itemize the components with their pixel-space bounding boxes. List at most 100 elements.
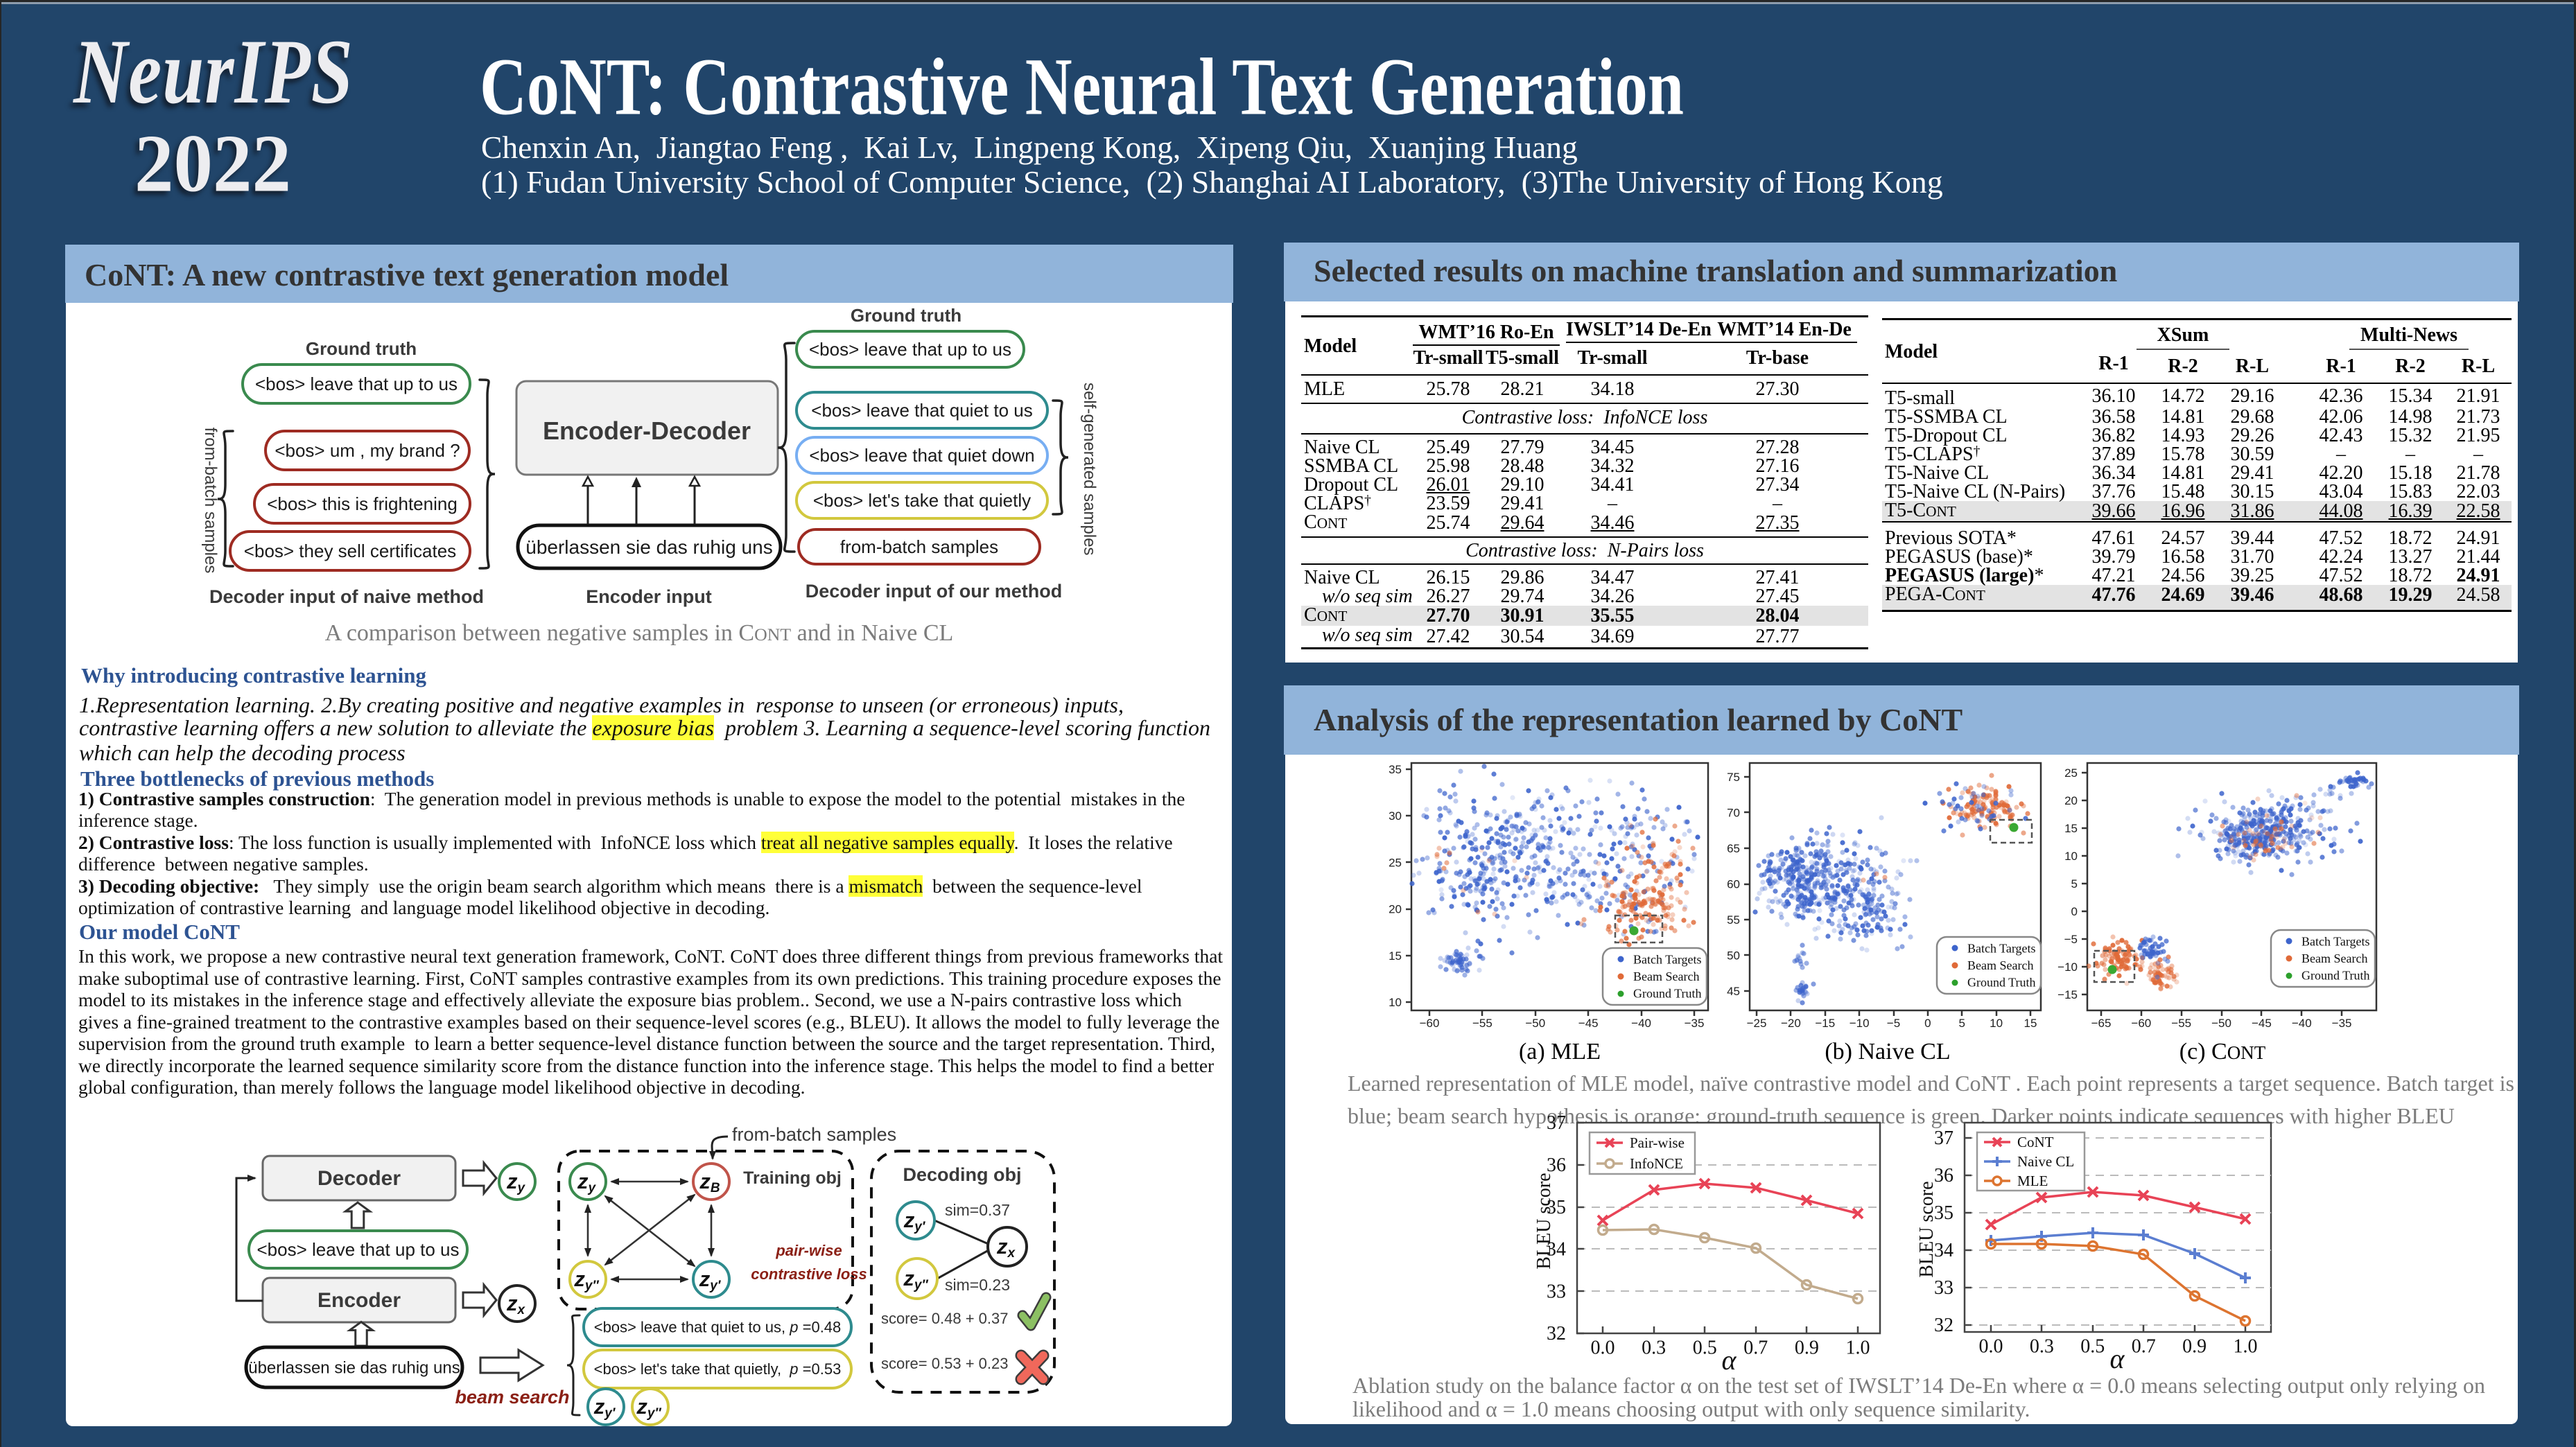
svg-text:33: 33 [1547,1281,1566,1302]
svg-text:−10: −10 [2057,961,2078,974]
svg-text:Encoder: Encoder [317,1289,401,1312]
svg-text:(b) Naive CL: (b) Naive CL [1825,1039,1950,1064]
svg-text:32: 32 [1934,1315,1953,1336]
svg-text:from-batch samples: from-batch samples [732,1124,896,1145]
svg-text:überlassen sie das ruhig uns: überlassen sie das ruhig uns [248,1358,460,1377]
svg-text:5: 5 [1959,1017,1965,1030]
svg-text:sim=0.23: sim=0.23 [945,1276,1010,1294]
svg-text:−15: −15 [1815,1017,1835,1030]
svg-text:Pair-wise: Pair-wise [1630,1134,1685,1151]
svg-text:−5: −5 [2064,933,2078,946]
svg-text:Decoder input of naive method: Decoder input of naive method [209,586,484,607]
svg-text:<bos> um , my brand ?: <bos> um , my brand ? [275,440,460,461]
svg-text:0.3: 0.3 [1642,1337,1666,1358]
svg-text:<bos> this is frightening: <bos> this is frightening [267,493,458,514]
svg-text:<bos> let's take that quietly: <bos> let's take that quietly [813,490,1031,511]
svg-text:(a) MLE: (a) MLE [1519,1039,1601,1064]
svg-text:37: 37 [1934,1128,1953,1149]
svg-text:überlassen sie das ruhig uns: überlassen sie das ruhig uns [525,536,772,558]
svg-text:<bos> leave that quiet to us,: <bos> leave that quiet to us, p =0.48 [594,1319,842,1336]
svg-text:0.5: 0.5 [2080,1335,2105,1357]
svg-text:−20: −20 [1781,1017,1801,1030]
svg-text:15: 15 [2024,1017,2037,1030]
svg-text:0: 0 [2071,905,2078,918]
svg-text:−10: −10 [1850,1017,1870,1030]
svg-text:−35: −35 [2332,1017,2352,1030]
svg-text:20: 20 [2064,794,2078,807]
svg-text:30: 30 [1389,809,1402,823]
svg-text:−55: −55 [1472,1017,1492,1030]
svg-text:36: 36 [1934,1165,1953,1186]
svg-text:Beam Search: Beam Search [2301,951,2367,965]
svg-text:<bos> leave that quiet to us: <bos> leave that quiet to us [811,400,1032,421]
svg-text:score= 0.53 + 0.23: score= 0.53 + 0.23 [881,1355,1008,1372]
svg-text:α: α [2110,1343,2125,1374]
svg-text:−50: −50 [2211,1017,2231,1030]
svg-text:Beam Search: Beam Search [1633,970,1699,983]
svg-text:<bos> leave that up to us: <bos> leave that up to us [255,374,458,394]
svg-text:−35: −35 [1685,1017,1705,1030]
svg-text:−25: −25 [1747,1017,1767,1030]
svg-text:Batch Targets: Batch Targets [2301,934,2370,948]
svg-text:0.9: 0.9 [2182,1335,2207,1357]
svg-text:BLEU score: BLEU score [1533,1173,1555,1269]
svg-text:Decoder input of our method: Decoder input of our method [806,581,1063,602]
svg-text:35: 35 [1389,763,1402,776]
svg-text:35: 35 [1547,1197,1566,1218]
svg-text:−65: −65 [2091,1017,2112,1030]
svg-text:score= 0.48 + 0.37: score= 0.48 + 0.37 [881,1310,1008,1327]
svg-text:zy: zy [506,1169,526,1195]
svg-text:contrastive loss: contrastive loss [751,1265,867,1283]
svg-text:5: 5 [2071,877,2078,891]
svg-text:0.0: 0.0 [1979,1335,2003,1357]
svg-text:<bos> let's take that quietly,: <bos> let's take that quietly, p =0.53 [594,1360,842,1378]
svg-text:0.5: 0.5 [1693,1337,1717,1358]
svg-text:10: 10 [1389,996,1402,1009]
svg-text:from-batch samples: from-batch samples [201,428,220,574]
svg-text:from-batch samples: from-batch samples [840,536,998,557]
svg-text:zx: zx [996,1234,1016,1261]
svg-text:(c) CONT: (c) CONT [2179,1039,2266,1064]
svg-text:Decoder: Decoder [317,1167,401,1190]
svg-text:34: 34 [1934,1240,1953,1261]
svg-text:36: 36 [1547,1155,1566,1176]
svg-text:0.3: 0.3 [2030,1335,2054,1357]
svg-text:Training obj: Training obj [743,1168,842,1188]
svg-text:−40: −40 [2292,1017,2312,1030]
svg-text:34: 34 [1547,1239,1566,1261]
svg-text:Decoding obj: Decoding obj [903,1164,1022,1185]
svg-text:15: 15 [1389,949,1402,963]
svg-text:Encoder input: Encoder input [586,586,712,607]
svg-text:10: 10 [2064,850,2078,863]
svg-text:55: 55 [1727,913,1740,927]
svg-text:−60: −60 [2131,1017,2151,1030]
svg-text:32: 32 [1547,1323,1566,1344]
svg-text:beam search: beam search [455,1387,569,1407]
svg-text:Encoder-Decoder: Encoder-Decoder [543,416,751,445]
svg-text:Batch Targets: Batch Targets [1967,941,2036,955]
svg-text:−40: −40 [1631,1017,1651,1030]
svg-text:−15: −15 [2057,988,2078,1001]
svg-text:75: 75 [1727,771,1740,784]
svg-text:33: 33 [1934,1277,1953,1299]
svg-text:self-generated samples: self-generated samples [1080,383,1099,555]
svg-text:70: 70 [1727,806,1740,819]
svg-text:25: 25 [1389,856,1402,869]
svg-text:0.9: 0.9 [1795,1337,1819,1358]
svg-text:−50: −50 [1525,1017,1545,1030]
svg-text:<bos> leave that up to us: <bos> leave that up to us [809,339,1011,360]
svg-text:1.0: 1.0 [2234,1335,2258,1357]
svg-text:45: 45 [1727,985,1740,998]
svg-text:−60: −60 [1420,1017,1440,1030]
svg-text:<bos> leave that up to us: <bos> leave that up to us [257,1239,460,1260]
svg-text:Ground truth: Ground truth [851,305,961,326]
svg-text:−5: −5 [1887,1017,1900,1030]
svg-text:<bos> leave that quiet down: <bos> leave that quiet down [809,445,1034,466]
svg-text:50: 50 [1727,949,1740,962]
svg-text:Ground Truth: Ground Truth [1967,976,2036,990]
svg-text:MLE: MLE [2017,1173,2048,1189]
svg-text:−45: −45 [2252,1017,2272,1030]
svg-text:Batch Targets: Batch Targets [1633,952,1702,966]
svg-text:60: 60 [1727,877,1740,891]
svg-text:CoNT: CoNT [2017,1134,2054,1150]
